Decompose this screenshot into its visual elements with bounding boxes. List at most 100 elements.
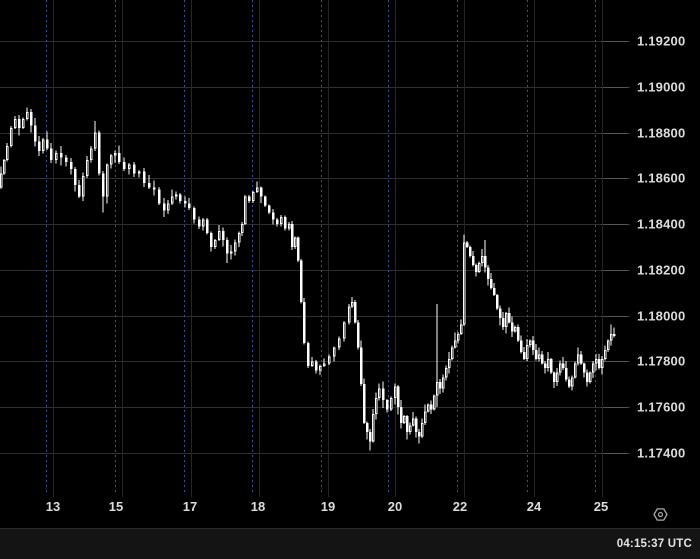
candle-body-down [598,358,601,369]
candle-body-down [430,404,433,410]
candle-body-down [406,416,409,433]
candle-body-up [526,345,529,359]
candle-body-down [580,354,583,364]
candle-body-up [589,372,592,382]
candle-body-up [252,191,255,202]
candle-body-up [607,340,610,350]
price-tick-label: 1.17800 [637,353,686,369]
gear-icon[interactable] [652,506,669,523]
candle-body-up [218,230,221,241]
candle-body-down [34,125,37,142]
date-tick-label: 25 [593,499,609,514]
candle-body-down [206,219,209,234]
candle-body-down [198,219,201,227]
candle-body-down [544,363,547,369]
candle-body-down [118,153,121,163]
price-tick-label: 1.19000 [637,79,686,95]
candle-body-down [520,340,523,353]
candle-body-up [234,242,237,252]
candle-body-down [553,372,556,382]
candle-body-up [412,418,415,426]
candle-body-up [42,139,45,151]
candle-body-up [280,217,283,224]
candle-body-up [457,333,460,341]
candle-body-down [363,384,366,424]
candle-body-down [357,322,360,348]
candle-body-down [496,294,499,309]
candle-body-up [577,354,580,364]
candle-body-down [158,189,161,204]
candle-body-down [523,352,526,359]
price-tick-label: 1.18000 [637,308,686,323]
date-tick-label: 20 [387,499,403,514]
candle-body-up [323,363,326,366]
candle-body-up [10,127,13,147]
candle-body-down [360,347,363,385]
candle-body-down [297,237,300,261]
candle-body-down [418,432,421,437]
candle-body-up [442,377,445,389]
time-axis[interactable]: 13 15 17 18 19 20 22 24 25 [0,490,700,528]
price-axis[interactable]: 1.19200 1.19000 1.18800 1.18600 1.18400 1.182… [630,0,700,528]
candle-body-down [179,194,182,202]
candle-body-up [351,301,354,307]
candle-body-down [415,418,418,433]
date-tick-label: 18 [250,499,266,514]
candle-body-up [214,240,217,247]
candle-body-down [65,157,68,163]
candle-body-up [311,361,314,366]
candle-body-down [484,256,487,268]
candle-body-up [90,148,93,160]
candle-body-down [133,164,136,174]
candle-body-down [439,381,442,389]
candle-body-up [538,354,541,359]
candle-body-down [397,386,400,407]
candle-body-up [601,358,604,369]
candle-body-down [98,132,101,174]
candle-body-up [505,313,508,327]
candle-body-down [511,322,514,332]
candle-body-down [272,212,275,220]
candle-body-down [502,317,505,327]
candle-body-down [38,141,41,151]
clock-utc: 04:15:37 UTC [616,538,692,550]
candle-body-down [123,162,126,170]
price-tick-label: 1.18400 [637,216,686,232]
candle-body-down [541,354,544,364]
candle-body-up [529,340,532,346]
candle-body-down [70,162,73,170]
candle-body-up [574,363,577,378]
candle-body-up [244,196,247,225]
candle-body-down [366,423,369,433]
candle-body-down [291,224,294,247]
candle-body-down [493,288,496,295]
candle-body-down [102,173,105,197]
candle-body-down [260,187,263,197]
candle-body-up [409,425,412,433]
candle-body-down [562,363,565,369]
candle-body-up [26,111,29,119]
candle-body-down [303,301,306,343]
candle-body-up [556,372,559,382]
date-tick-label: 24 [526,499,542,514]
price-tick-label: 1.17600 [637,399,686,415]
candle-body-down [46,139,49,149]
candle-body-up [55,153,58,160]
candle-body-up [390,397,393,410]
date-tick-label: 13 [45,499,61,514]
candle-body-up [241,224,244,234]
candle-body-up [610,333,613,341]
candle-body-up [238,233,241,243]
candle-body-up [436,381,439,396]
candle-body-down [188,203,191,208]
candle-body-down [550,358,553,373]
candle-body-up [128,164,131,170]
candle-body-down [532,340,535,350]
price-tick-label: 1.17400 [637,445,686,461]
candle-body-down [284,217,287,229]
candle-body-down [276,219,279,224]
candle-body-up [14,118,17,128]
candle-body-down [60,153,63,158]
candle-body-up [460,324,463,334]
